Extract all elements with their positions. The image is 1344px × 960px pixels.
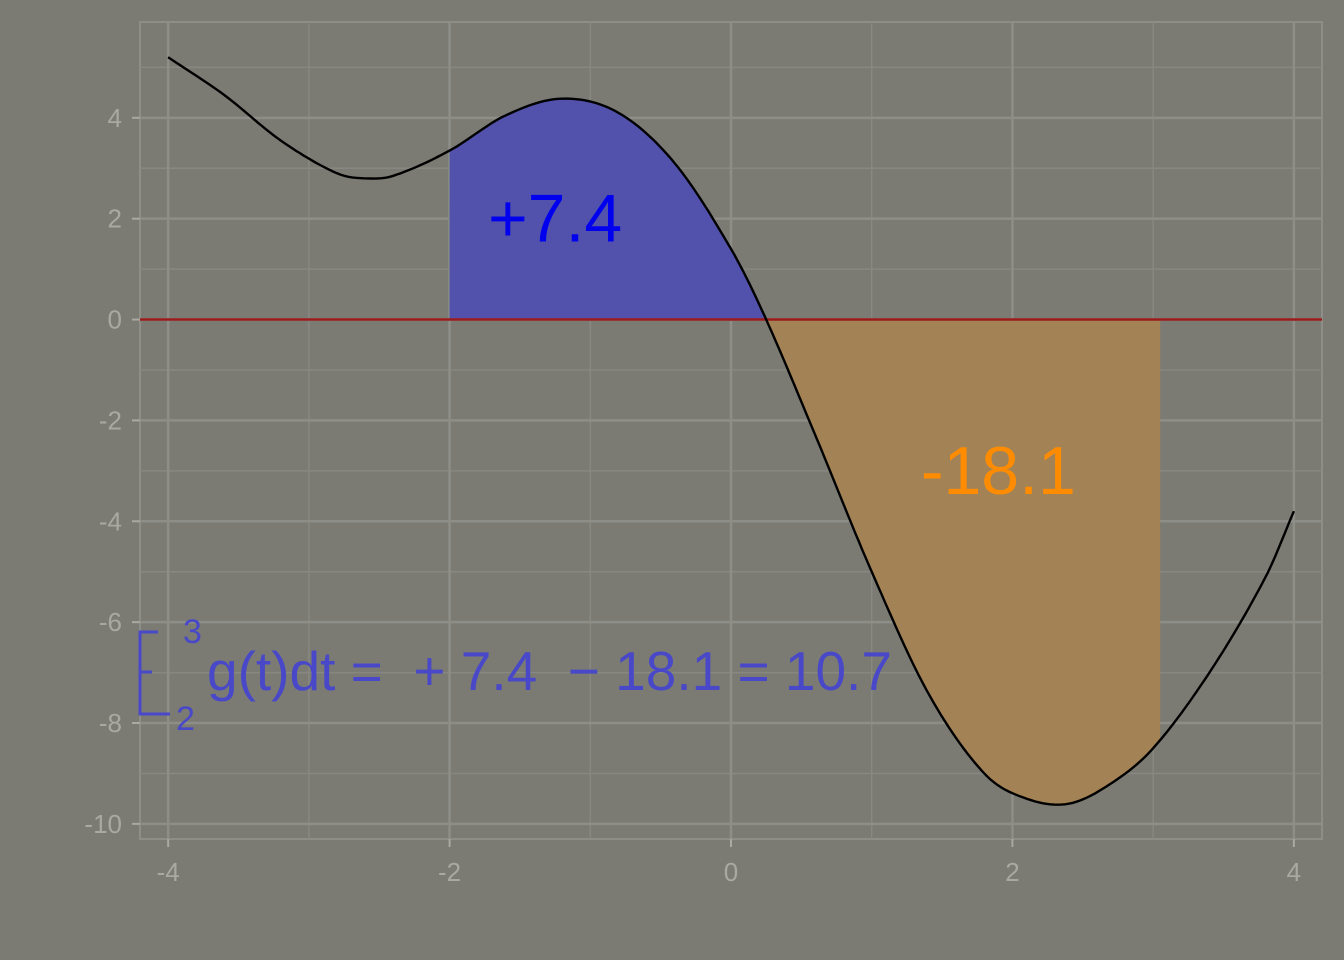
shaded-regions [449,98,1161,805]
region-label-1: +7.4 [488,181,622,257]
y-tick-label: -8 [99,708,122,738]
integral-upper-limit: 3 [183,613,202,651]
axis-ticks: -4 -2 0 2 4 -10 -8 -6 -4 -2 0 2 4 [84,103,1301,887]
y-tick-label: -4 [99,506,122,536]
x-tick-label: 4 [1287,857,1301,887]
y-tick-label: 2 [108,204,122,234]
y-tick-label: 0 [108,305,122,335]
y-tick-label: -2 [99,405,122,435]
shaded-region-2 [766,319,1161,805]
integral-formula: 3 2 g(t)dt = + 7.4 − 18.1 = 10.7 [138,613,892,738]
region-label-2: -18.1 [921,433,1076,509]
integral-expression: g(t)dt = + 7.4 − 18.1 = 10.7 [207,640,892,702]
region-labels: +7.4 -18.1 [488,181,1076,509]
x-tick-label: -2 [438,857,461,887]
y-tick-label: -6 [99,607,122,637]
integral-lower-limit: 2 [176,700,195,738]
y-tick-label: -10 [84,809,122,839]
x-tick-label: -4 [157,857,180,887]
x-tick-label: 2 [1005,857,1019,887]
function-curve [167,56,1296,806]
x-tick-label: 0 [724,857,738,887]
integral-sign-icon [138,630,170,716]
shaded-region-1 [449,98,767,320]
y-tick-label: 4 [108,103,122,133]
